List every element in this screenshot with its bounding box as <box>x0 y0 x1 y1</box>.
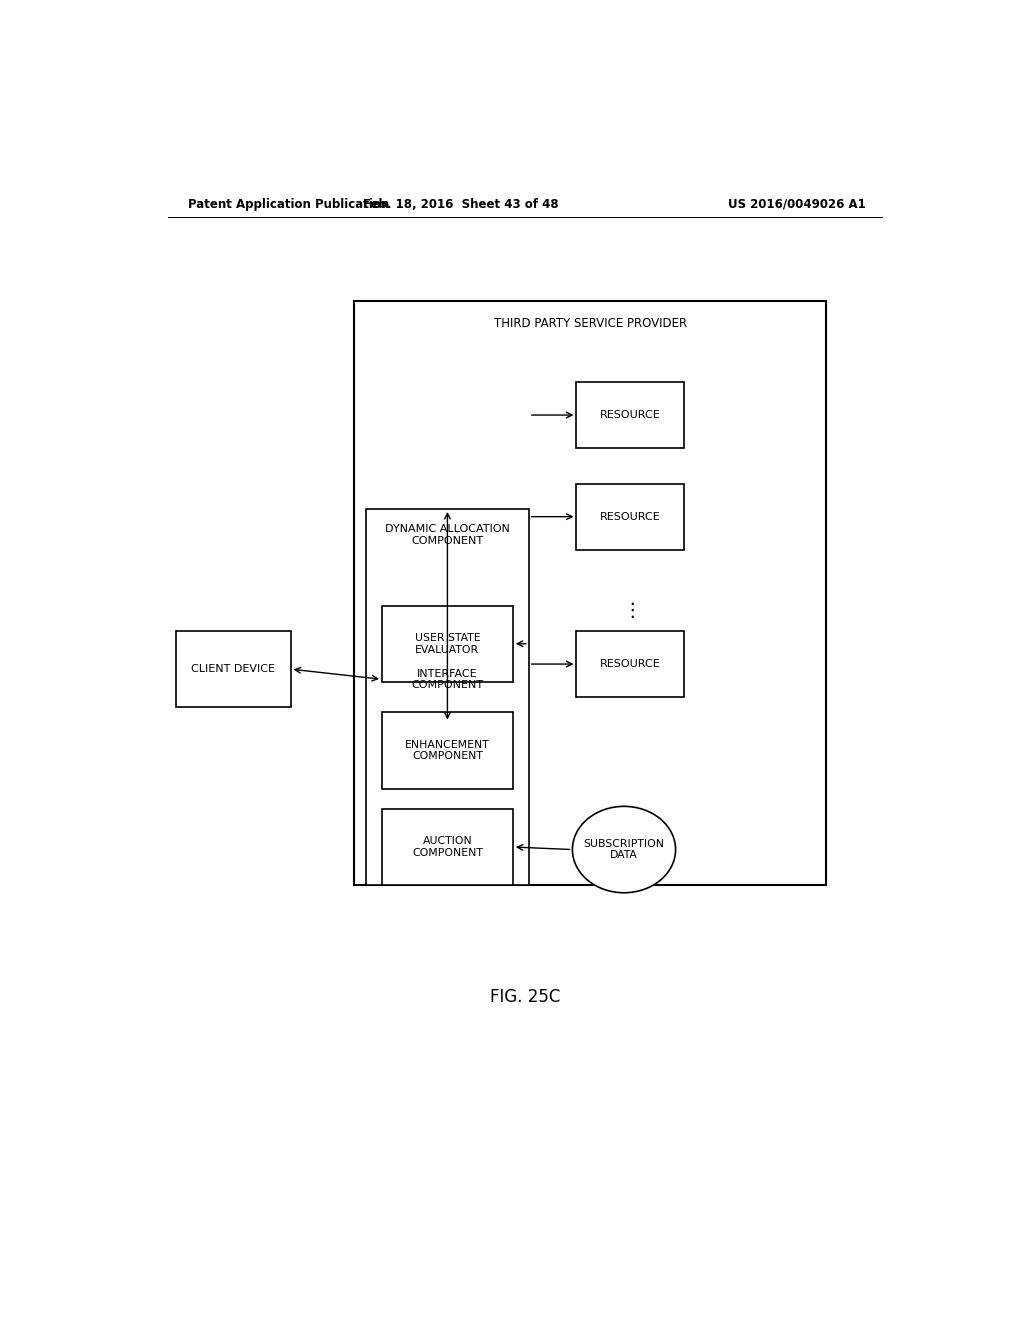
Text: US 2016/0049026 A1: US 2016/0049026 A1 <box>728 198 866 211</box>
Text: SUBSCRIPTION
DATA: SUBSCRIPTION DATA <box>584 838 665 861</box>
Text: USER STATE
EVALUATOR: USER STATE EVALUATOR <box>415 632 480 655</box>
Text: Patent Application Publication: Patent Application Publication <box>187 198 389 211</box>
Bar <box>382 809 513 886</box>
Bar <box>577 631 684 697</box>
Bar <box>577 483 684 549</box>
Text: DYNAMIC ALLOCATION
COMPONENT: DYNAMIC ALLOCATION COMPONENT <box>385 524 510 546</box>
Text: RESOURCE: RESOURCE <box>600 659 660 669</box>
Bar <box>367 510 528 886</box>
Bar <box>382 606 513 682</box>
Bar <box>382 713 513 788</box>
Text: ⋮: ⋮ <box>623 601 642 620</box>
Bar <box>577 381 684 447</box>
Ellipse shape <box>572 807 676 892</box>
Bar <box>176 631 291 708</box>
Text: CLIENT DEVICE: CLIENT DEVICE <box>191 664 275 675</box>
Bar <box>382 636 513 722</box>
Text: THIRD PARTY SERVICE PROVIDER: THIRD PARTY SERVICE PROVIDER <box>494 317 687 330</box>
Text: FIG. 25C: FIG. 25C <box>489 987 560 1006</box>
Text: ENHANCEMENT
COMPONENT: ENHANCEMENT COMPONENT <box>406 739 489 762</box>
Text: Feb. 18, 2016  Sheet 43 of 48: Feb. 18, 2016 Sheet 43 of 48 <box>364 198 559 211</box>
Text: INTERFACE
COMPONENT: INTERFACE COMPONENT <box>412 668 483 690</box>
Bar <box>354 301 826 886</box>
Text: RESOURCE: RESOURCE <box>600 411 660 420</box>
Text: RESOURCE: RESOURCE <box>600 512 660 521</box>
Text: AUCTION
COMPONENT: AUCTION COMPONENT <box>412 836 483 858</box>
